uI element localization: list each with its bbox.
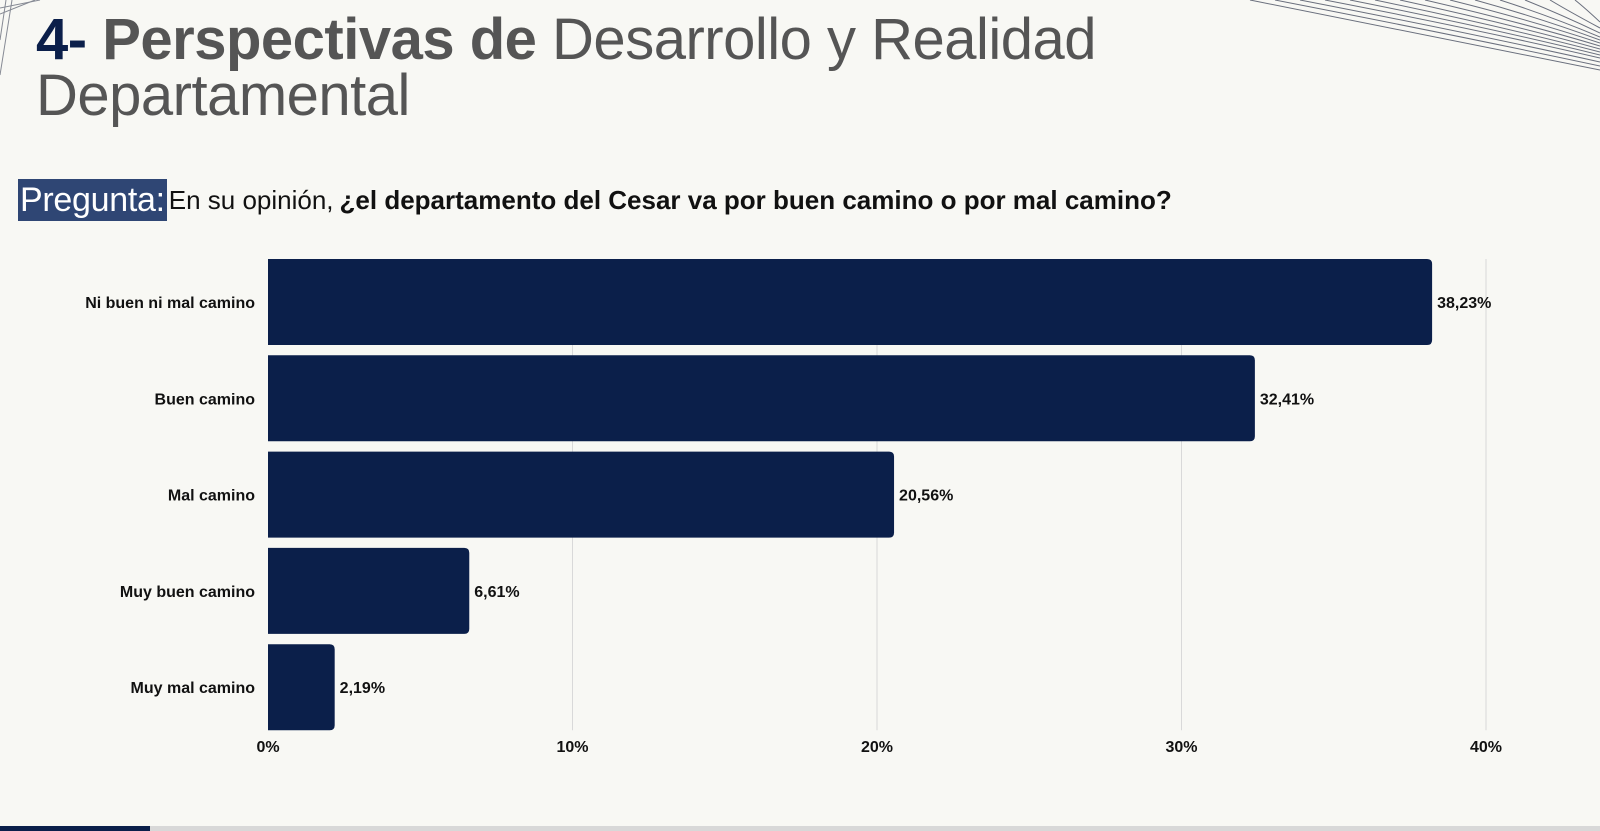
x-tick-label: 40% (1470, 739, 1502, 756)
value-label: 20,56% (899, 488, 953, 505)
value-label: 38,23% (1437, 295, 1491, 312)
x-tick-label: 10% (556, 739, 588, 756)
category-label: Ni buen ni mal camino (85, 295, 255, 312)
x-tick-label: 20% (861, 739, 893, 756)
decorative-lines-top-right (1249, 0, 1600, 71)
x-tick-labels: 0% 10% 20% 30% 40% (256, 739, 1502, 756)
title-line2: Departamental (36, 63, 410, 128)
value-labels: 38,23% 32,41% 20,56% 6,61% 2,19% (340, 295, 1492, 697)
value-label: 6,61% (474, 584, 519, 601)
bars (268, 259, 1433, 731)
category-label: Muy buen camino (120, 584, 255, 601)
value-label: 2,19% (340, 680, 385, 697)
footer-strip (0, 826, 1600, 831)
category-labels: Ni buen ni mal camino Buen camino Mal cami… (85, 295, 255, 697)
bar-chart: Ni buen ni mal camino Buen camino Mal cami… (85, 259, 1502, 756)
value-label: 32,41% (1260, 391, 1314, 408)
page-title: 4- Perspectivas de Desarrollo y Realidad… (36, 11, 1097, 125)
bar (268, 644, 335, 731)
question-tag: Pregunta: (18, 179, 167, 221)
question-plain-text: En su opinión, (168, 184, 334, 215)
bar (268, 451, 895, 538)
footer-accent (0, 826, 150, 831)
category-label: Muy mal camino (131, 680, 256, 697)
bar (268, 259, 1433, 345)
x-tick-label: 30% (1165, 739, 1197, 756)
question-bold-text: ¿el departamento del Cesar va por buen c… (339, 184, 1172, 215)
title-rest: Desarrollo y Realidad (552, 7, 1097, 72)
bar (268, 355, 1255, 442)
category-label: Buen camino (155, 391, 256, 408)
decorative-lines-top-left (0, 0, 41, 76)
bar (268, 547, 470, 634)
x-tick-label: 0% (256, 739, 279, 756)
category-label: Mal camino (168, 488, 255, 505)
title-bold: Perspectivas de (102, 7, 537, 72)
title-number: 4- (36, 7, 87, 72)
question: Pregunta: En su opinión, ¿el departament… (18, 178, 1172, 222)
